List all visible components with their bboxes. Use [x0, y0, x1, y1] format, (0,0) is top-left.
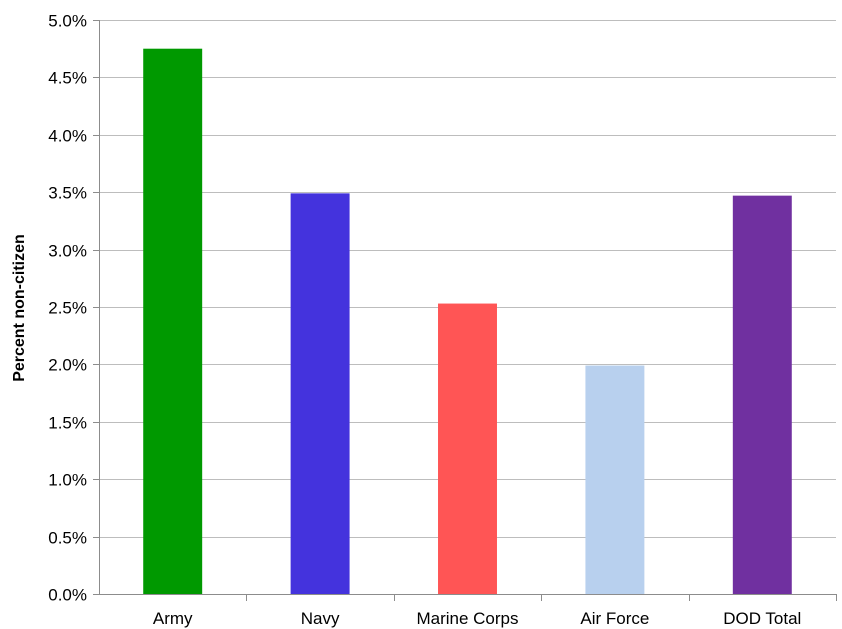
y-tick-label: 1.5%: [48, 414, 87, 433]
bar-army: [143, 48, 203, 594]
y-tick-label: 4.5%: [48, 69, 87, 88]
x-tick-label: Army: [153, 609, 193, 628]
y-tick-label: 4.0%: [48, 127, 87, 146]
y-tick-label: 3.5%: [48, 184, 87, 203]
y-tick-labels: 0.0% 0.5% 1.0% 1.5% 2.0% 2.5% 3.0% 3.5% 4.0% 4.5%…: [48, 12, 87, 605]
x-tick-labels: Army Navy Marine Corps Air Force DOD Total: [153, 609, 801, 628]
y-tick-label: 3.0%: [48, 242, 87, 261]
y-tick-label: 2.0%: [48, 356, 87, 375]
x-tick-label: Navy: [301, 609, 340, 628]
bar-marine-corps: [438, 303, 497, 594]
bars: [143, 48, 792, 595]
y-tick-label: 0.0%: [48, 586, 87, 605]
y-tick-label: 5.0%: [48, 12, 87, 31]
y-axis-title: Percent non-citizen: [11, 234, 28, 382]
bar-dod-total: [732, 195, 792, 595]
x-tick-label: Air Force: [580, 609, 649, 628]
y-tick-label: 0.5%: [48, 529, 87, 548]
y-tick-label: 1.0%: [48, 471, 87, 490]
x-tick-label: Marine Corps: [416, 609, 518, 628]
x-tick-label: DOD Total: [723, 609, 801, 628]
bar-navy: [290, 193, 350, 594]
y-tick-label: 2.5%: [48, 299, 87, 318]
bar-air-force: [585, 365, 645, 594]
axes: [93, 20, 837, 601]
